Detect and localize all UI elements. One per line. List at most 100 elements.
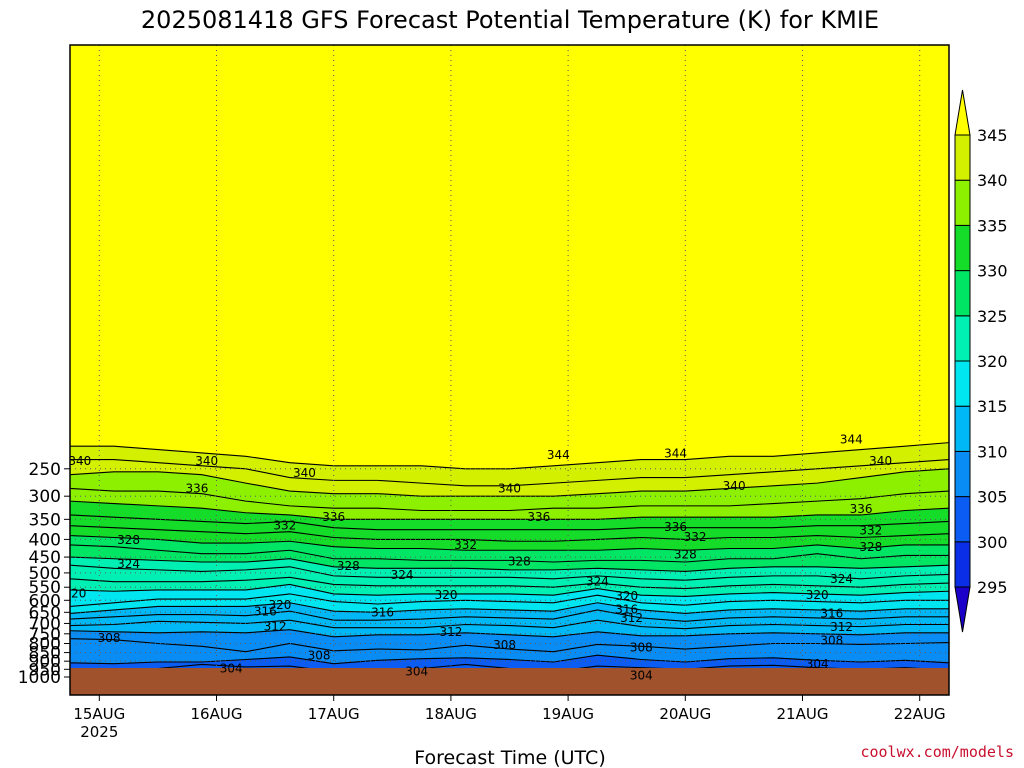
contour-label-336: 336	[664, 520, 687, 534]
band-314	[70, 602, 949, 622]
band-322	[70, 565, 949, 589]
contour-label-304: 304	[405, 665, 428, 679]
x-tick-label-20AUG: 20AUG	[659, 705, 711, 723]
isentrope-338	[70, 487, 949, 512]
y-tick-label-400: 400	[29, 530, 61, 550]
isentrope-314	[70, 609, 949, 622]
band-310	[70, 620, 949, 637]
credit-link[interactable]: coolwx.com/models	[860, 743, 1014, 761]
contour-label-304: 304	[630, 668, 653, 682]
isentrope-306	[70, 654, 949, 665]
contour-label-316: 316	[254, 605, 277, 619]
isentrope-344	[70, 442, 949, 470]
y-tick-label-450: 450	[29, 548, 61, 568]
contour-label-316: 316	[371, 605, 394, 619]
colorbar-label-345: 345	[977, 126, 1008, 145]
contour-label-344: 344	[664, 447, 687, 461]
colorbar-label-325: 325	[977, 307, 1008, 326]
colorbar-segment-295	[954, 541, 971, 588]
contour-label-340: 340	[869, 454, 892, 468]
band-318	[70, 584, 949, 607]
contour-label-328: 328	[117, 533, 140, 547]
x-tick-label-22AUG: 22AUG	[894, 705, 946, 723]
y-tick-label-550: 550	[29, 578, 61, 598]
colorbar-label-305: 305	[977, 488, 1008, 507]
band-334	[70, 501, 949, 530]
contour-label-340: 340	[723, 479, 746, 493]
contour-label-308: 308	[820, 633, 843, 647]
colorbar-extend-bottom	[954, 586, 971, 633]
x-tick-label-19AUG: 19AUG	[542, 705, 594, 723]
isentrope-332	[70, 525, 949, 542]
contour-label-328: 328	[674, 548, 697, 562]
contour-label-328: 328	[337, 559, 360, 573]
isentrope-310	[70, 629, 949, 638]
colorbar-extend-top	[954, 89, 971, 136]
chart-title: 2025081418 GFS Forecast Potential Temper…	[141, 6, 879, 34]
contour-label-340: 340	[498, 481, 521, 495]
band-324	[70, 557, 949, 581]
isentrope-340	[70, 468, 949, 497]
contour-label-308: 308	[308, 649, 331, 663]
contour-label-312: 312	[620, 611, 643, 625]
y-tick-label-1000: 1000	[18, 668, 61, 688]
y-tick-label-900: 900	[29, 652, 61, 672]
y-axis: 250 300 3504004505005506006507007508008509…	[18, 460, 70, 688]
contour-label-336: 336	[527, 510, 550, 524]
colorbar-label-315: 315	[977, 397, 1008, 416]
contour-label-332: 332	[454, 538, 477, 552]
isentrope-334	[70, 514, 949, 531]
band-320	[70, 577, 949, 597]
colorbar-segment-330	[954, 224, 971, 272]
contour-label-316: 316	[820, 606, 843, 620]
colorbar-segment-320	[954, 315, 971, 362]
y-tick-label-300: 300	[29, 487, 61, 507]
contour-label-304: 304	[806, 657, 829, 671]
x-year-label: 2025	[80, 723, 118, 741]
y-tick-label-800: 800	[29, 634, 61, 654]
band-328	[70, 535, 949, 563]
band-338	[70, 468, 949, 511]
contour-label-312: 312	[264, 620, 287, 634]
colorbar-label-320: 320	[977, 352, 1008, 371]
contour-label-320: 320	[615, 589, 638, 603]
isentrope-318	[70, 593, 949, 607]
contour-label-308: 308	[493, 638, 516, 652]
x-axis: 15AUG 16AUG 17AUG 18AUG 19AUG 20AUG 21AUG 22AUG…	[73, 695, 946, 741]
isentrope-342	[70, 458, 949, 487]
contour-label-332: 332	[684, 530, 707, 544]
y-tick-label-950: 950	[29, 660, 61, 680]
y-tick-label-650: 650	[29, 603, 61, 623]
colorbar: 295 300 305 310 315 320 325 330 335 340 345	[954, 89, 1008, 633]
band-340	[70, 459, 949, 497]
contour-label-324: 324	[117, 557, 140, 571]
isentrope-308	[70, 638, 949, 653]
contour-label-308: 308	[98, 631, 121, 645]
band-326	[70, 544, 949, 572]
band-336	[70, 488, 949, 520]
colorbar-segment-340	[954, 134, 971, 181]
contour-label-340: 340	[293, 466, 316, 480]
x-axis-label: Forecast Time (UTC)	[414, 747, 605, 768]
y-tick-label-500: 500	[29, 564, 61, 584]
isentrope-316	[70, 602, 949, 615]
contour-label-328: 328	[859, 540, 882, 554]
x-tick-label-17AUG: 17AUG	[308, 705, 360, 723]
contour-label-320: 320	[435, 588, 458, 602]
contour-label-344: 344	[547, 448, 570, 462]
contour-label-336: 336	[186, 481, 209, 495]
band-312	[70, 609, 949, 629]
band-316	[70, 593, 949, 614]
contour-label-320: 320	[806, 588, 829, 602]
contour-label-304: 304	[220, 662, 243, 676]
colorbar-segment-305	[954, 450, 971, 498]
band-306	[70, 638, 949, 664]
isentrope-330	[70, 535, 949, 551]
y-tick-label-600: 600	[29, 591, 61, 611]
contour-label-328: 328	[508, 554, 531, 568]
colorbar-segment-335	[954, 179, 971, 226]
contour-label-344: 344	[840, 433, 863, 447]
